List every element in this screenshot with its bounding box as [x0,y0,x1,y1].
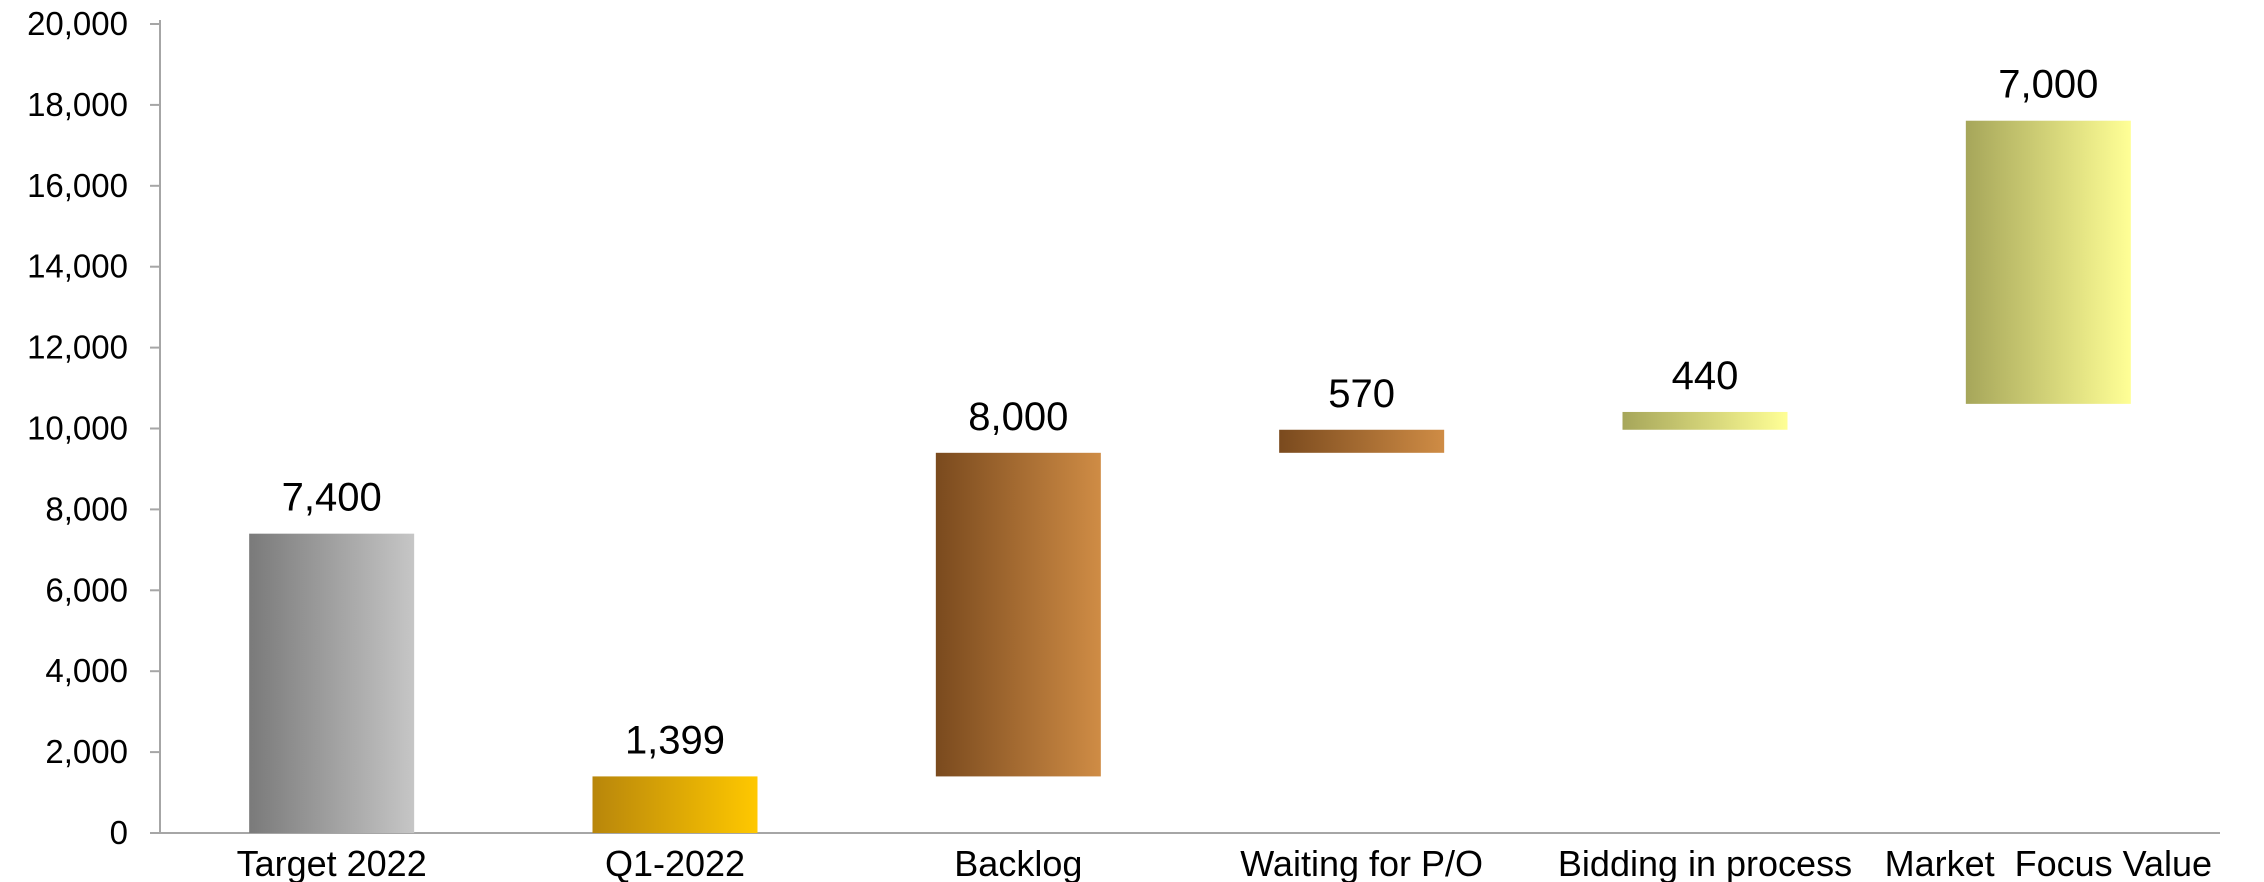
x-tick-label: Target 2022 [237,843,427,882]
data-label: 1,399 [625,718,725,762]
bar [592,776,758,833]
y-tick-label: 2,000 [45,733,128,770]
x-tick-label: Backlog [954,843,1082,882]
y-tick-label: 0 [110,814,128,851]
bar [1965,120,2131,404]
x-tick-label: Q1-2022 [605,843,745,882]
bar [1279,429,1445,453]
chart-axes: 0 2,000 4,000 6,000 8,000 10,000 12,000 14,000 1… [27,5,2220,851]
y-tick-label: 12,000 [27,329,128,366]
y-tick-label: 14,000 [27,248,128,285]
chart-bars [249,120,2131,833]
y-tick-label: 6,000 [45,571,128,608]
y-tick-label: 10,000 [27,410,128,447]
data-label: 7,000 [1998,63,2098,107]
y-tick-label: 16,000 [27,167,128,204]
x-tick-label: Waiting for P/O [1240,843,1483,882]
chart-labels: 7,400 Target 2022 1,399 Q1-2022 8,000 Backlog… [237,63,2212,882]
y-tick-label: 4,000 [45,652,128,689]
bar [249,533,415,833]
data-label: 8,000 [968,395,1068,439]
bar [935,452,1101,777]
x-tick-label: Market Focus Value [1885,843,2212,882]
data-label: 440 [1672,354,1739,398]
y-tick-label: 20,000 [27,5,128,42]
data-label: 7,400 [282,476,382,520]
data-label: 570 [1328,372,1395,416]
y-tick-label: 18,000 [27,86,128,123]
x-tick-label: Bidding in process [1558,843,1852,882]
y-tick-label: 8,000 [45,490,128,527]
bar [1622,411,1788,430]
